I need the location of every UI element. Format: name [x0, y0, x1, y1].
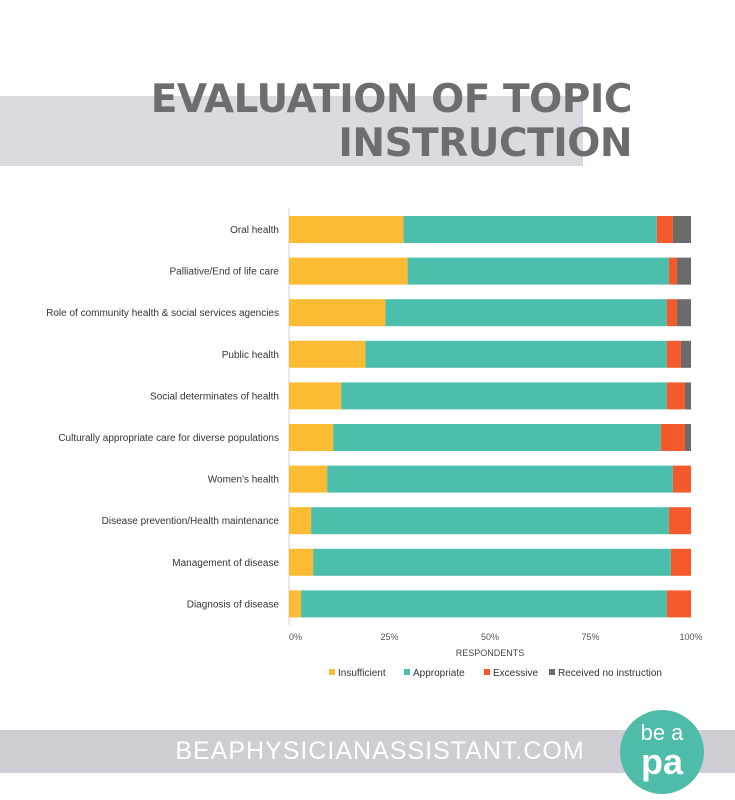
legend-label-excessive: Excessive	[493, 668, 538, 679]
bar-insufficient-role-of-community-health-social-services-agencies	[289, 299, 385, 326]
bar-insufficient-palliative-end-of-life-care	[289, 258, 408, 285]
bar-insufficient-oral-health	[289, 216, 404, 243]
bar-received-no-instruction-culturally-appropriate-care-for-diverse-populations	[685, 424, 691, 451]
bar-appropriate-oral-health	[404, 216, 657, 243]
page-title: EVALUATION OF TOPIC INSTRUCTION	[151, 78, 632, 166]
bar-insufficient-diagnosis-of-disease	[289, 590, 301, 617]
x-tick-label-3: 75%	[581, 632, 599, 642]
logo-bottom-text: pa	[620, 743, 704, 781]
bar-excessive-palliative-end-of-life-care	[669, 258, 677, 285]
stacked-bar-chart: Oral health Palliative/End of life care Ro…	[0, 200, 735, 700]
legend-swatch-excessive	[484, 669, 490, 675]
legend-label-insufficient: Insufficient	[338, 668, 386, 679]
category-label-culturally-appropriate-care-for-diverse-populations: Culturally appropriate care for diverse …	[58, 433, 279, 444]
bar-excessive-culturally-appropriate-care-for-diverse-populations	[661, 424, 685, 451]
bar-excessive-women-s-health	[673, 466, 691, 493]
x-tick-label-0: 0%	[289, 632, 302, 642]
bar-excessive-diagnosis-of-disease	[667, 590, 691, 617]
bar-received-no-instruction-palliative-end-of-life-care	[677, 258, 691, 285]
category-label-public-health: Public health	[222, 350, 279, 361]
bar-excessive-oral-health	[657, 216, 673, 243]
bar-excessive-management-of-disease	[671, 549, 691, 576]
legend-swatch-appropriate	[404, 669, 410, 675]
category-label-diagnosis-of-disease: Diagnosis of disease	[187, 599, 280, 610]
x-tick-label-1: 25%	[380, 632, 398, 642]
x-tick-label-2: 50%	[481, 632, 499, 642]
bar-appropriate-women-s-health	[327, 466, 673, 493]
bar-appropriate-social-determinates-of-health	[341, 382, 667, 409]
bar-insufficient-management-of-disease	[289, 549, 313, 576]
bar-excessive-social-determinates-of-health	[667, 382, 685, 409]
x-tick-label-4: 100%	[679, 632, 702, 642]
category-label-disease-prevention-health-maintenance: Disease prevention/Health maintenance	[102, 516, 280, 527]
bar-insufficient-social-determinates-of-health	[289, 382, 341, 409]
bar-insufficient-disease-prevention-health-maintenance	[289, 507, 311, 534]
legend-label-appropriate: Appropriate	[413, 668, 465, 679]
category-label-palliative-end-of-life-care: Palliative/End of life care	[169, 267, 279, 278]
logo: be a pa	[620, 710, 704, 794]
title-line-1: EVALUATION OF TOPIC	[151, 78, 632, 122]
x-axis-title: RESPONDENTS	[456, 648, 525, 658]
legend-label-received-no-instruction: Received no instruction	[558, 668, 662, 679]
category-label-oral-health: Oral health	[230, 225, 279, 236]
bar-received-no-instruction-role-of-community-health-social-services-agencies	[677, 299, 691, 326]
legend-swatch-insufficient	[329, 669, 335, 675]
bar-appropriate-role-of-community-health-social-services-agencies	[385, 299, 666, 326]
bar-appropriate-public-health	[365, 341, 667, 368]
category-label-women-s-health: Women's health	[208, 475, 279, 486]
bar-received-no-instruction-social-determinates-of-health	[685, 382, 691, 409]
bar-received-no-instruction-public-health	[681, 341, 691, 368]
category-label-social-determinates-of-health: Social determinates of health	[150, 391, 279, 402]
title-line-2: INSTRUCTION	[151, 122, 632, 166]
bar-appropriate-culturally-appropriate-care-for-diverse-populations	[333, 424, 661, 451]
bar-excessive-role-of-community-health-social-services-agencies	[667, 299, 677, 326]
bar-appropriate-palliative-end-of-life-care	[408, 258, 669, 285]
category-label-management-of-disease: Management of disease	[172, 558, 279, 569]
bar-insufficient-public-health	[289, 341, 365, 368]
bar-excessive-public-health	[667, 341, 681, 368]
bar-insufficient-women-s-health	[289, 466, 327, 493]
bar-appropriate-management-of-disease	[313, 549, 671, 576]
bar-insufficient-culturally-appropriate-care-for-diverse-populations	[289, 424, 333, 451]
bar-excessive-disease-prevention-health-maintenance	[669, 507, 691, 534]
legend-swatch-received-no-instruction	[549, 669, 555, 675]
bar-received-no-instruction-oral-health	[673, 216, 691, 243]
bar-appropriate-diagnosis-of-disease	[301, 590, 667, 617]
bar-appropriate-disease-prevention-health-maintenance	[311, 507, 669, 534]
category-label-role-of-community-health-social-services-agencies: Role of community health & social servic…	[46, 308, 279, 319]
